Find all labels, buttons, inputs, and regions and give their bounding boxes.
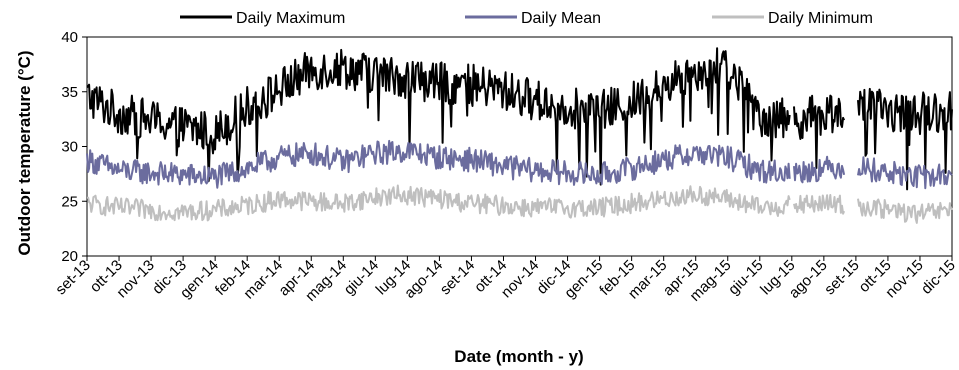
y-tick-label: 40: [61, 29, 78, 46]
series-line-daily-maximum: [793, 94, 846, 170]
x-axis: set-13ott-13nov-13dic-13gen-14feb-14mar-…: [52, 256, 959, 305]
legend-label: Daily Maximum: [236, 10, 345, 27]
x-tick-label: set-14: [437, 257, 479, 299]
series-line-daily-maximum: [86, 47, 791, 186]
x-tick-label: giu-15: [725, 257, 767, 299]
x-tick-label: set-15: [821, 257, 863, 299]
plot-area: [86, 36, 953, 257]
x-axis-title: Date (month - y): [454, 347, 583, 366]
y-tick-label: 30: [61, 139, 78, 156]
series-line-daily-mean: [857, 156, 953, 190]
y-axis: 20 25 30 35 40: [61, 29, 87, 265]
y-tick-label: 25: [61, 193, 78, 210]
y-tick-label: 35: [61, 84, 78, 101]
series-line-daily-maximum: [857, 87, 953, 191]
plot-frame: [86, 36, 953, 257]
legend: Daily Maximum Daily Mean Daily Minimum: [180, 10, 873, 27]
x-tick-label: giu-14: [341, 257, 383, 299]
series-line-daily-mean: [86, 139, 791, 189]
y-tick-label: 20: [61, 248, 78, 265]
series-line-daily-minimum: [793, 194, 846, 215]
y-axis-title: Outdoor temperature (°C): [15, 50, 34, 255]
x-tick-label: dic-15: [918, 257, 959, 298]
legend-label: Daily Minimum: [768, 10, 873, 27]
series-line-daily-mean: [793, 155, 846, 184]
legend-label: Daily Mean: [521, 10, 601, 27]
series-line-daily-minimum: [857, 198, 953, 224]
series-line-daily-minimum: [86, 184, 791, 222]
